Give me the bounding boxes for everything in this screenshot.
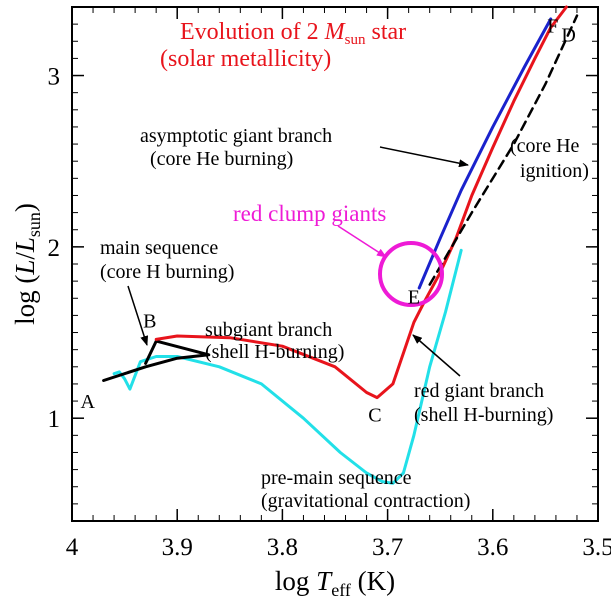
point-label-b: B (143, 310, 156, 332)
subgiant-label-line2: (shell H-burning) (205, 341, 344, 363)
pre-main-sequence-curve (112, 248, 463, 485)
he-ignition-line1: (core He (510, 135, 580, 157)
agb-curve (417, 17, 553, 290)
point-label-a: A (81, 391, 96, 413)
point-label-e: E (408, 286, 420, 308)
ms-label-line2: (core H burning) (100, 261, 234, 283)
x-tick-label: 3.5 (582, 534, 611, 561)
he-ignition-dashed-curve (428, 14, 579, 286)
red-clump-label: red clump giants (233, 201, 386, 226)
y-tick-label: 2 (48, 235, 61, 262)
y-axis-label: log (L/Lsun) (10, 203, 44, 325)
x-tick-label: 3.8 (267, 534, 298, 561)
he-ignition-line2: ignition) (520, 160, 589, 182)
point-label-f: F (547, 16, 558, 38)
red-clump-circle (378, 241, 444, 307)
pms-label-line2: (gravitational contraction) (261, 490, 470, 512)
x-axis-label: log Teff (K) (275, 566, 395, 600)
chart-title-line1: Evolution of 2 Msun star (180, 19, 406, 48)
red-clump-arrow (337, 225, 387, 258)
agb-arrow (379, 146, 469, 168)
axis-ticks: 4 3.9 3.8 3.7 3.6 3.5 1 2 3 (48, 6, 611, 561)
point-label-d: D (561, 24, 575, 46)
y-tick-label: 1 (48, 406, 61, 433)
agb-label-line1: asymptotic giant branch (140, 125, 332, 147)
y-tick-label: 3 (48, 64, 61, 91)
evolution-track-curve (154, 5, 568, 400)
pms-label-line1: pre-main sequence (261, 467, 412, 489)
point-labels: A B C D E F (81, 16, 576, 427)
subgiant-label-line1: subgiant branch (205, 319, 332, 341)
x-tick-label: 3.6 (477, 534, 508, 561)
chart-title-line2: (solar metallicity) (160, 46, 331, 72)
rgb-label-line2: (shell H-burning) (414, 404, 553, 426)
x-tick-label: 4 (66, 534, 79, 561)
ms-label-line1: main sequence (100, 237, 218, 259)
point-label-c: C (368, 405, 381, 427)
agb-label-line2: (core He burning) (150, 148, 293, 170)
x-tick-label: 3.7 (372, 534, 403, 561)
main-sequence-curve (102, 339, 211, 382)
rgb-label-line1: red giant branch (414, 380, 544, 402)
series-group (102, 5, 579, 485)
rgb-arrow (412, 334, 461, 377)
ms-arrow (127, 285, 149, 346)
x-tick-label: 3.9 (162, 534, 193, 561)
